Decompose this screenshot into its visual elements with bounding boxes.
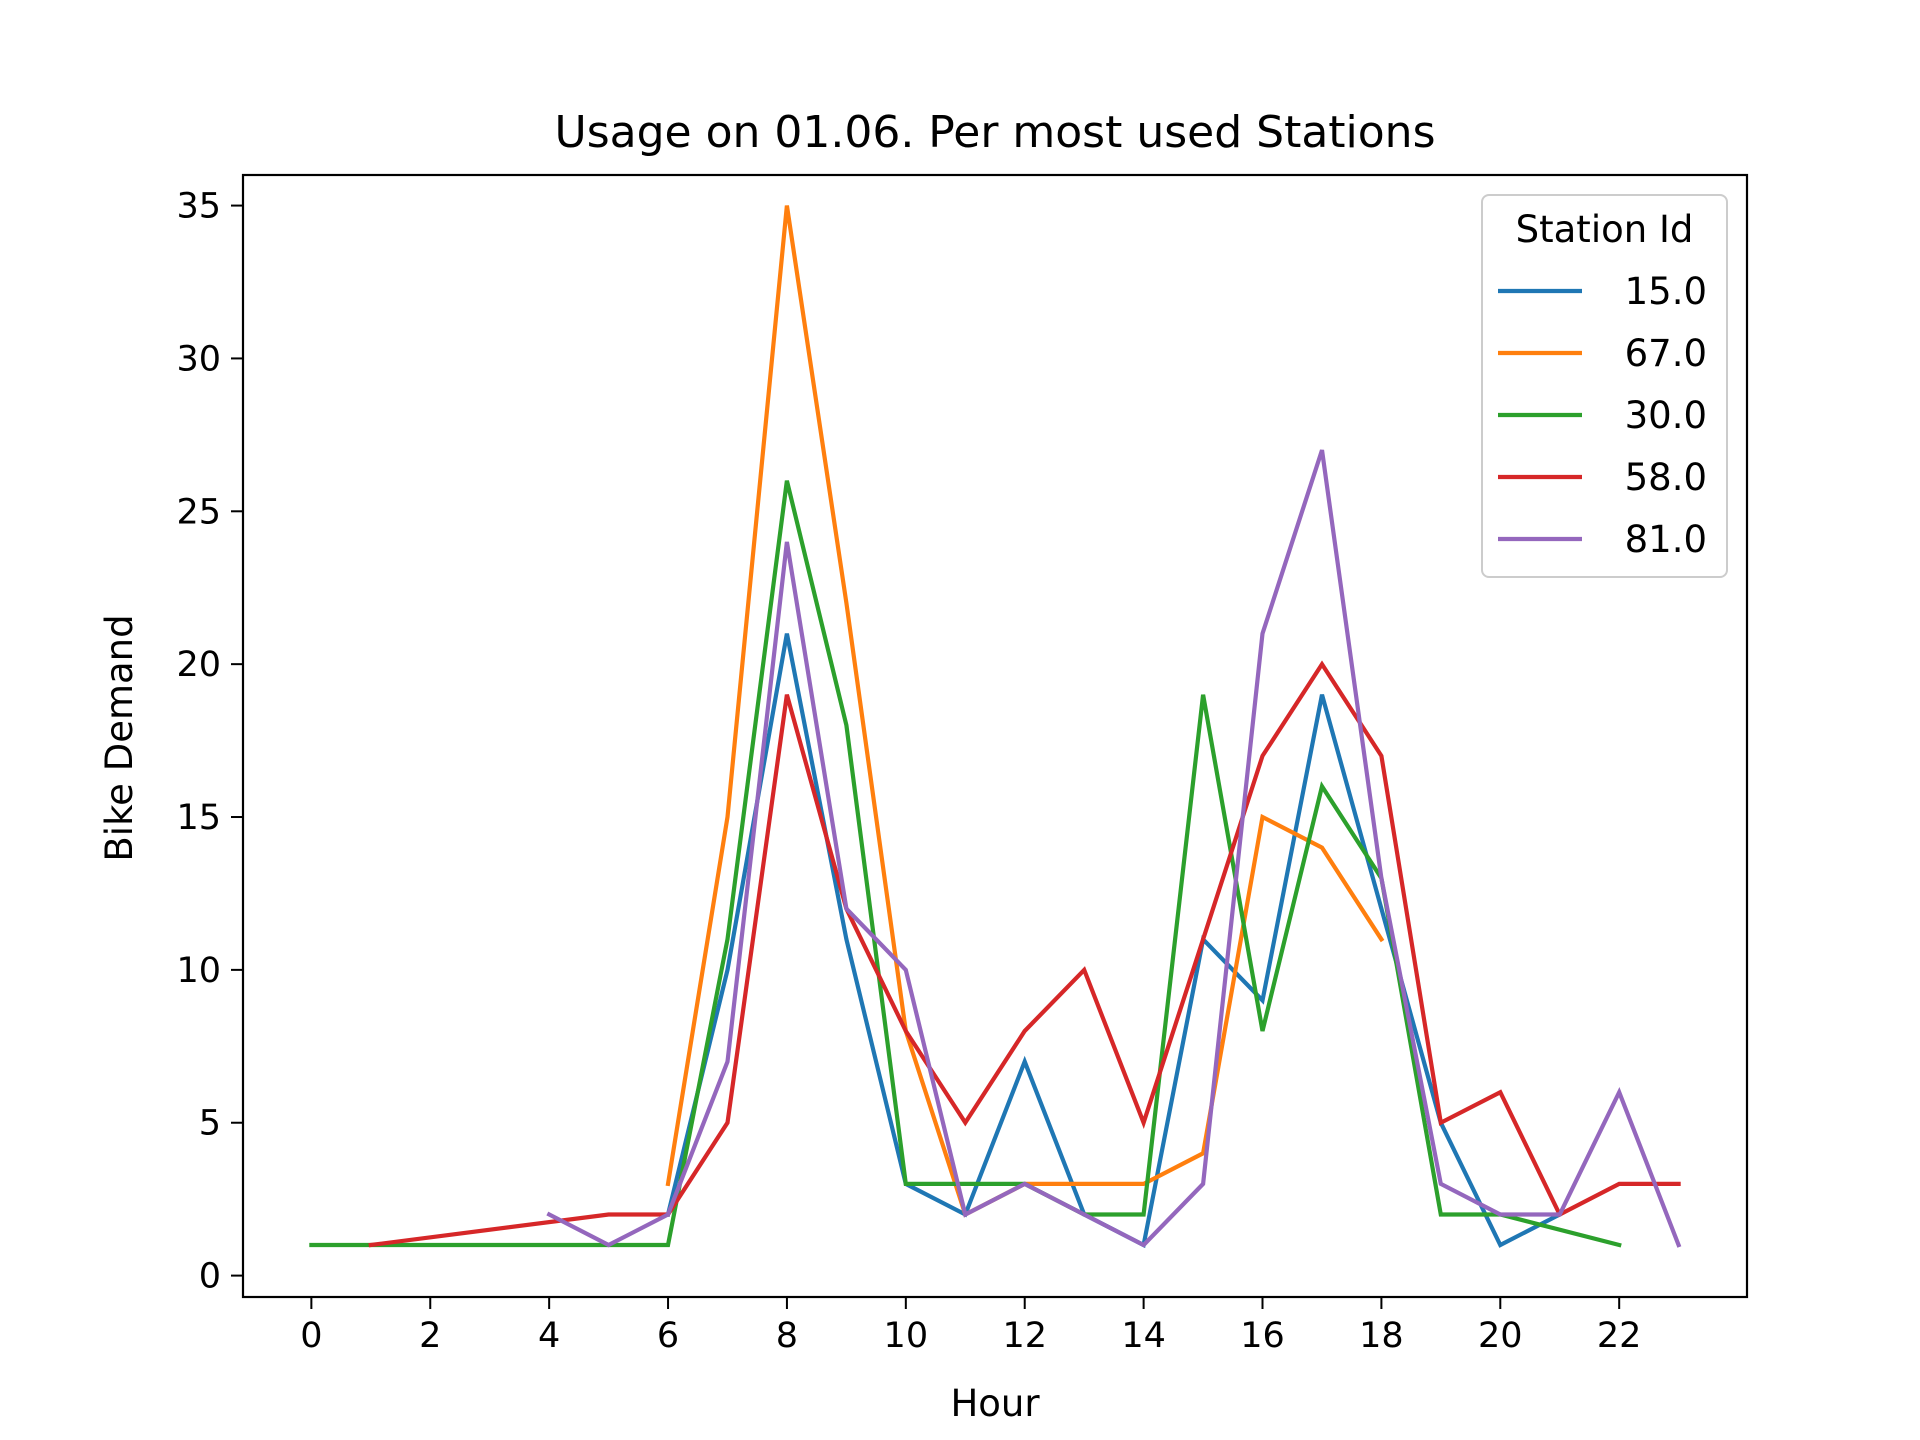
y-tick-label: 10 (176, 951, 221, 991)
x-tick-label: 6 (657, 1316, 679, 1356)
legend-label-67-0: 67.0 (1625, 332, 1707, 375)
x-tick-label: 12 (1002, 1316, 1047, 1356)
x-tick-label: 0 (300, 1316, 322, 1356)
plot-area: 0 2 4 6 8 10 12 14 16 18 20 22 0 5 10 15 20 25 30 35 (176, 173, 1749, 1356)
legend-label-81-0: 81.0 (1625, 518, 1707, 561)
y-tick-label: 30 (176, 339, 221, 379)
chart-title: Usage on 01.06. Per most used Stations (554, 107, 1435, 158)
axes-frame (241, 173, 1749, 1299)
legend: Station Id 15.0 67.0 30.0 58.0 81.0 (1481, 194, 1728, 578)
x-tick-label: 4 (538, 1316, 560, 1356)
legend-label-15-0: 15.0 (1625, 270, 1707, 313)
y-axis-label: Bike Demand (98, 614, 141, 861)
y-tick-label: 20 (176, 645, 221, 685)
x-tick-label: 16 (1240, 1316, 1285, 1356)
x-tick-label: 10 (884, 1316, 929, 1356)
x-tick-label: 22 (1597, 1316, 1642, 1356)
x-tick-label: 2 (419, 1316, 441, 1356)
series-line-81-0 (546, 449, 1682, 1248)
legend-label-58-0: 58.0 (1625, 456, 1707, 499)
y-tick-label: 0 (199, 1257, 221, 1297)
series-line-58-0 (368, 660, 1681, 1248)
legend-title: Station Id (1516, 208, 1694, 251)
x-tick-label: 18 (1359, 1316, 1404, 1356)
y-tick-label: 35 (176, 187, 221, 227)
y-tick-label: 5 (199, 1104, 221, 1144)
y-tick-label: 15 (176, 798, 221, 838)
x-tick-label: 14 (1121, 1316, 1166, 1356)
x-axis-label: Hour (950, 1382, 1040, 1425)
y-tick-label: 25 (176, 492, 221, 532)
series-line-30-0 (309, 480, 1622, 1248)
x-tick-label: 20 (1478, 1316, 1523, 1356)
x-tick-label: 8 (776, 1316, 798, 1356)
legend-label-30-0: 30.0 (1625, 394, 1707, 437)
